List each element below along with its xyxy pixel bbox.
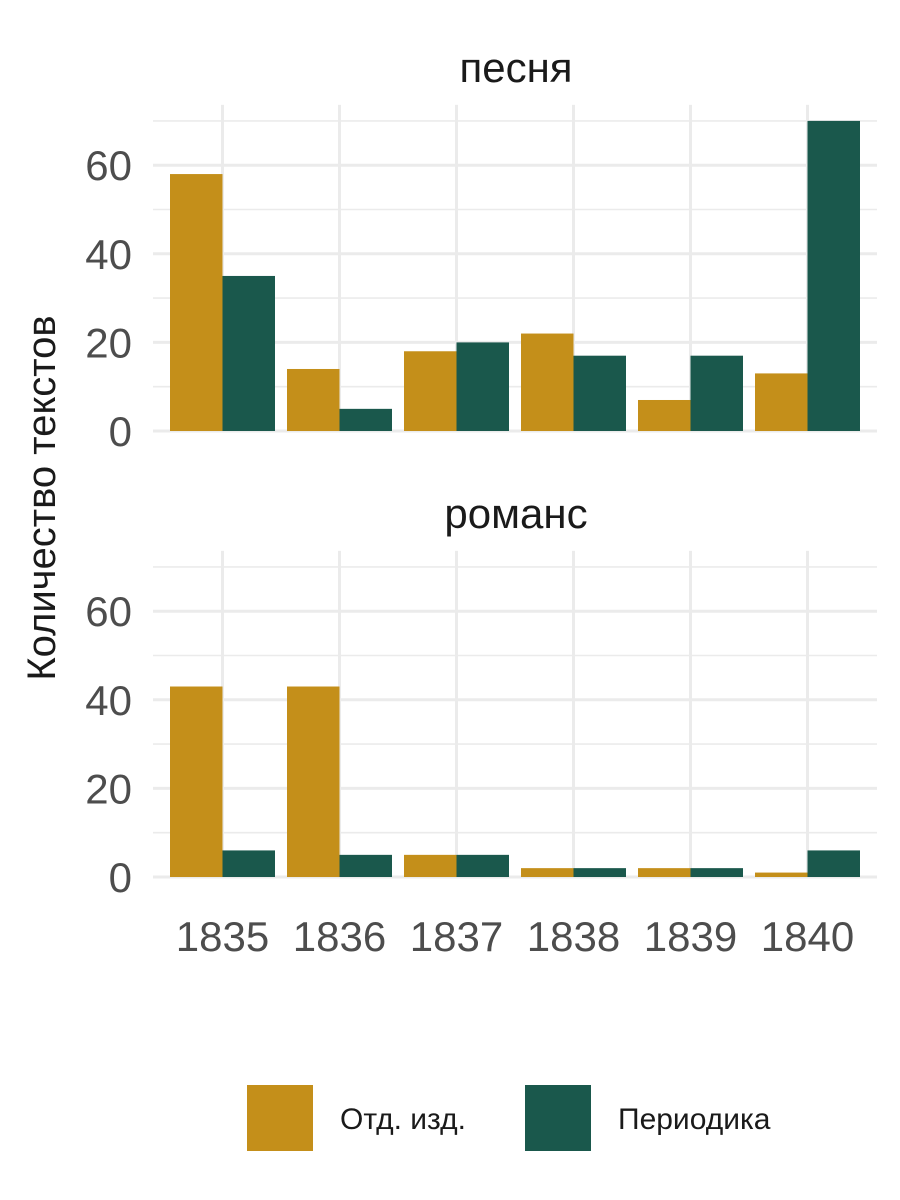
y-tick-label: 60 xyxy=(85,142,132,189)
bar-otd-izd xyxy=(638,868,691,877)
y-tick-label: 20 xyxy=(85,319,132,366)
bar-otd-izd xyxy=(521,333,574,431)
x-tick-label: 1839 xyxy=(644,913,737,960)
legend-swatch-1 xyxy=(525,1085,591,1151)
legend-label-0: Отд. изд. xyxy=(340,1103,466,1136)
y-tick-label: 20 xyxy=(85,765,132,812)
bar-otd-izd xyxy=(287,368,340,431)
bar-otd-izd xyxy=(638,399,691,431)
bar-periodika xyxy=(456,342,509,431)
y-tick-label: 60 xyxy=(85,588,132,635)
bar-otd-izd xyxy=(521,868,574,877)
panel-0: песня 0 20 40 60 xyxy=(85,44,877,455)
bar-periodika xyxy=(573,868,626,877)
y-tick-label: 40 xyxy=(85,231,132,278)
x-tick-label: 1837 xyxy=(410,913,503,960)
x-tick-label: 1836 xyxy=(293,913,386,960)
bar-periodika xyxy=(222,275,275,431)
bar-periodika xyxy=(339,408,392,431)
panel-title: песня xyxy=(459,44,572,91)
panel-1: романс 0 20 40 60 xyxy=(85,490,877,901)
panel-title: романс xyxy=(444,490,587,537)
bar-otd-izd xyxy=(755,872,808,877)
y-tick-label: 0 xyxy=(109,408,132,455)
bar-periodika xyxy=(573,355,626,431)
y-tick-label: 0 xyxy=(109,854,132,901)
legend: Отд. изд. Периодика xyxy=(247,1085,771,1151)
bar-otd-izd xyxy=(404,351,457,431)
bar-periodika xyxy=(456,854,509,877)
bar-otd-izd xyxy=(404,854,457,877)
y-tick-label: 40 xyxy=(85,677,132,724)
bar-otd-izd xyxy=(755,373,808,431)
bar-otd-izd xyxy=(287,686,340,877)
bar-otd-izd xyxy=(170,686,223,877)
bar-otd-izd xyxy=(170,174,223,431)
panels: песня 0 20 40 60 романс 0 20 40 60 1835 1836 1837 183… xyxy=(85,44,877,960)
bar-periodika xyxy=(807,850,860,877)
bar-periodika xyxy=(807,120,860,432)
bar-periodika xyxy=(690,868,743,877)
x-tick-label: 1838 xyxy=(527,913,620,960)
y-axis-label: Количество текстов xyxy=(20,315,64,680)
legend-label-1: Периодика xyxy=(618,1103,771,1136)
bar-periodika xyxy=(222,850,275,877)
x-tick-label: 1835 xyxy=(176,913,269,960)
bar-periodika xyxy=(690,355,743,431)
bar-periodika xyxy=(339,854,392,877)
legend-swatch-0 xyxy=(247,1085,313,1151)
x-tick-label: 1840 xyxy=(761,913,854,960)
